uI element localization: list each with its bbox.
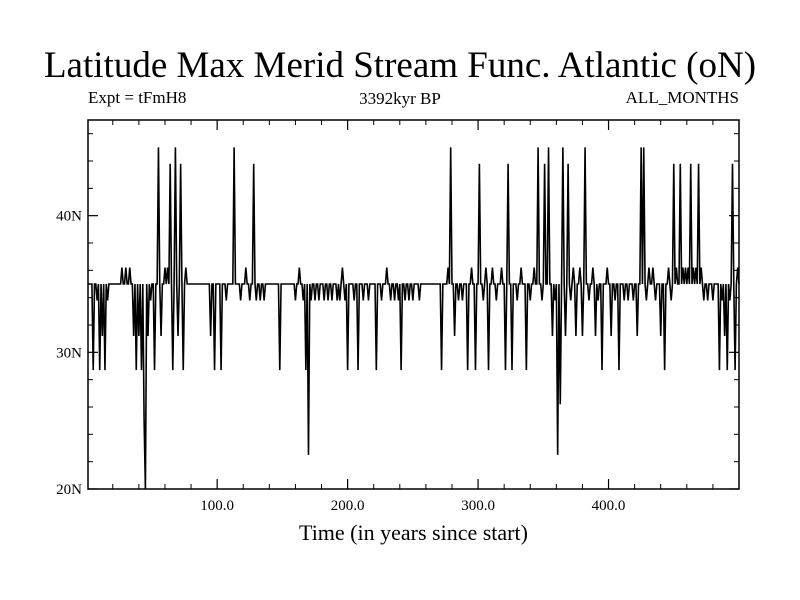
time-label: 3392kyr BP — [359, 89, 441, 108]
series-line — [88, 147, 740, 490]
y-tick-label: 40N — [56, 209, 82, 225]
x-tick-label: 300.0 — [461, 498, 495, 514]
minor-ticks — [88, 120, 739, 489]
experiment-label: Expt = tFmH8 — [88, 88, 187, 107]
tick-labels: 100.0 200.0 300.0 400.0 20N 30N 40N — [56, 209, 625, 514]
x-tick-label: 400.0 — [592, 498, 626, 514]
y-tick-label: 30N — [56, 345, 82, 361]
x-tick-label: 100.0 — [200, 498, 234, 514]
x-tick-label: 200.0 — [331, 498, 365, 514]
months-label: ALL_MONTHS — [625, 88, 739, 107]
chart-title: Latitude Max Merid Stream Func. Atlantic… — [43, 45, 757, 86]
x-axis-label: Time (in years since start) — [299, 520, 528, 545]
y-tick-label: 20N — [56, 482, 82, 498]
plot-frame — [87, 119, 740, 490]
